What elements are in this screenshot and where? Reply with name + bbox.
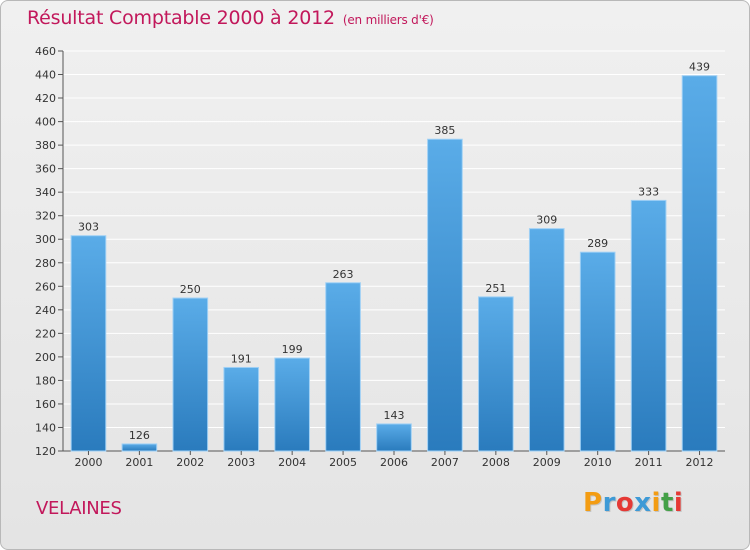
bar — [630, 199, 667, 452]
y-tick-label: 200 — [35, 351, 56, 364]
chart-title: Résultat Comptable 2000 à 2012 (en millie… — [27, 7, 434, 29]
bar — [579, 251, 616, 452]
x-tick-label: 2012 — [686, 456, 714, 469]
data-label: 251 — [485, 282, 506, 295]
logo-letter: t — [660, 488, 674, 518]
x-tick-label: 2005 — [329, 456, 357, 469]
x-tick-label: 2008 — [482, 456, 510, 469]
x-tick-label: 2004 — [278, 456, 306, 469]
data-label: 333 — [638, 185, 659, 198]
bar — [172, 297, 209, 452]
logo-letter: P — [583, 488, 603, 518]
logo-letter: r — [602, 488, 616, 518]
y-tick-label: 280 — [35, 257, 56, 270]
x-tick-label: 2011 — [635, 456, 663, 469]
data-label: 143 — [384, 409, 405, 422]
data-label: 263 — [333, 268, 354, 281]
y-tick-label: 360 — [35, 163, 56, 176]
commune-name: VELAINES — [36, 498, 122, 519]
y-tick-label: 380 — [35, 139, 56, 152]
bar — [70, 235, 107, 452]
data-label: 191 — [231, 352, 252, 365]
y-tick-label: 420 — [35, 92, 56, 105]
y-tick-label: 340 — [35, 186, 56, 199]
logo-letter: o — [615, 488, 635, 518]
bar — [121, 443, 158, 452]
x-tick-label: 2003 — [227, 456, 255, 469]
bar — [528, 228, 565, 452]
y-tick-label: 460 — [35, 45, 56, 58]
x-tick-label: 2006 — [380, 456, 408, 469]
x-tick-label: 2000 — [74, 456, 102, 469]
y-tick-label: 120 — [35, 445, 56, 458]
data-label: 303 — [78, 221, 99, 234]
y-tick-label: 240 — [35, 304, 56, 317]
data-label: 439 — [689, 61, 710, 74]
y-tick-label: 440 — [35, 69, 56, 82]
data-label: 309 — [536, 214, 557, 227]
x-tick-label: 2009 — [533, 456, 561, 469]
y-tick-label: 260 — [35, 280, 56, 293]
bar — [274, 357, 310, 452]
y-tick-label: 140 — [35, 421, 56, 434]
data-label: 199 — [282, 343, 303, 356]
bar — [325, 282, 361, 452]
bar — [376, 423, 412, 452]
bar — [681, 75, 718, 452]
y-tick-label: 320 — [35, 210, 56, 223]
title-text: Résultat Comptable 2000 à 2012 — [27, 7, 335, 29]
proxiti-logo: Proxiti — [583, 488, 683, 518]
x-tick-label: 2001 — [125, 456, 153, 469]
y-tick-label: 400 — [35, 116, 56, 129]
bar — [427, 138, 463, 452]
y-tick-label: 300 — [35, 233, 56, 246]
x-tick-label: 2002 — [176, 456, 204, 469]
y-tick-label: 160 — [35, 398, 56, 411]
data-label: 250 — [180, 283, 201, 296]
chart-subtitle: (en milliers d'€) — [342, 13, 434, 27]
bar — [223, 366, 260, 452]
logo-letter: i — [651, 488, 661, 518]
x-tick-label: 2010 — [584, 456, 612, 469]
data-label: 385 — [434, 124, 455, 137]
bar — [478, 296, 514, 452]
logo-letter: i — [673, 488, 684, 518]
data-label: 126 — [129, 429, 150, 442]
y-tick-label: 220 — [35, 327, 56, 340]
x-tick-label: 2007 — [431, 456, 459, 469]
data-label: 289 — [587, 237, 608, 250]
logo-letter: x — [634, 488, 652, 518]
y-tick-label: 180 — [35, 374, 56, 387]
